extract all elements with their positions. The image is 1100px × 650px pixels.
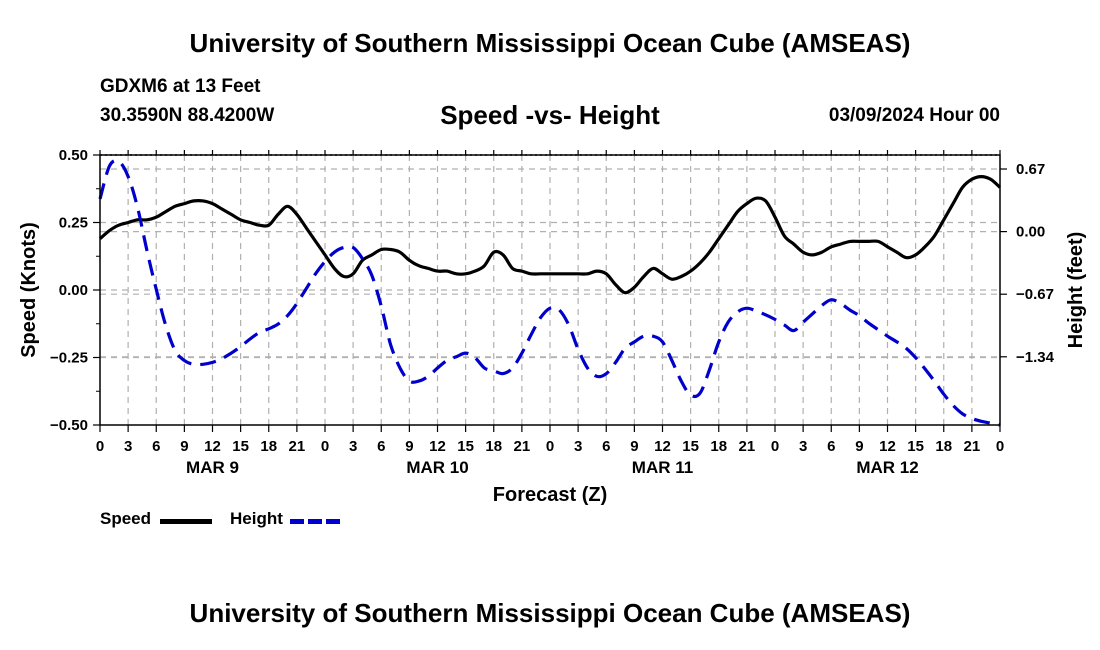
y2-tick-label: 0.00	[1016, 224, 1045, 241]
x-tick-label: 0	[96, 438, 104, 455]
x-tick-label: 0	[996, 438, 1004, 455]
legend-height-swatch	[290, 519, 342, 524]
y-tick-label: 0.25	[59, 215, 88, 232]
x-tick-label: 21	[289, 438, 306, 455]
x-tick-label: 3	[349, 438, 357, 455]
x-tick-label: 18	[485, 438, 502, 455]
x-tick-label: 0	[321, 438, 329, 455]
x-tick-label: 12	[429, 438, 446, 455]
x-tick-label: 18	[935, 438, 952, 455]
x-tick-label: 9	[855, 438, 863, 455]
chart-subtitle: Speed -vs- Height	[440, 100, 660, 130]
x-day-label: MAR 11	[632, 458, 693, 477]
x-tick-label: 21	[514, 438, 531, 455]
x-tick-label: 9	[405, 438, 413, 455]
x-tick-label: 9	[180, 438, 188, 455]
x-tick-label: 15	[682, 438, 699, 455]
station-label: GDXM6 at 13 Feet	[100, 76, 261, 97]
x-tick-label: 3	[799, 438, 807, 455]
chart-main-title: University of Southern Mississippi Ocean…	[189, 28, 911, 58]
x-tick-label: 15	[907, 438, 924, 455]
grid-lines	[100, 155, 1000, 425]
y2-tick-label: 0.67	[1016, 161, 1045, 178]
y-axis-label: Speed (Knots)	[18, 222, 40, 358]
x-tick-label: 21	[964, 438, 981, 455]
axes-ticks-labels: 0 3 6 9 12 15 18 21 0 3 6 9 12 15 18 21 0 3 6 9 12 15 18 21 0 3 6 9…	[50, 147, 1055, 477]
x-tick-label: 0	[771, 438, 779, 455]
x-day-label: MAR 12	[856, 458, 918, 477]
y2-axis-label: Height (feet)	[1065, 232, 1087, 349]
x-tick-label: 12	[654, 438, 671, 455]
x-tick-label: 12	[879, 438, 896, 455]
x-tick-label: 6	[602, 438, 610, 455]
x-tick-label: 6	[152, 438, 160, 455]
x-tick-label: 3	[124, 438, 132, 455]
x-tick-label: 12	[204, 438, 221, 455]
x-axis-label: Forecast (Z)	[493, 484, 607, 506]
height-series-line	[98, 159, 1001, 427]
x-day-label: MAR 9	[186, 458, 239, 477]
forecast-datetime: 03/09/2024 Hour 00	[828, 105, 1000, 126]
legend-speed-label: Speed	[100, 509, 152, 528]
legend-speed-swatch	[160, 519, 212, 524]
series-group	[98, 159, 1002, 427]
x-tick-label: 6	[377, 438, 385, 455]
x-tick-label: 15	[457, 438, 474, 455]
coordinates-label: 30.3590N 88.4200W	[100, 105, 275, 126]
x-day-label: MAR 10	[406, 458, 468, 477]
y2-tick-label: −1.34	[1016, 349, 1055, 366]
y-tick-label: 0.00	[59, 282, 88, 299]
x-tick-label: 0	[546, 438, 554, 455]
legend-height-label: Height	[230, 509, 283, 528]
speed-series-line	[98, 175, 1002, 295]
x-tick-label: 6	[827, 438, 835, 455]
x-tick-label: 9	[630, 438, 638, 455]
x-tick-label: 21	[739, 438, 756, 455]
x-tick-label: 15	[232, 438, 249, 455]
y-tick-label: 0.50	[59, 147, 88, 164]
y-tick-label: −0.25	[50, 350, 88, 367]
y-tick-label: −0.50	[50, 417, 88, 434]
chart-footer-title: University of Southern Mississippi Ocean…	[189, 598, 911, 628]
y2-tick-label: −0.67	[1016, 286, 1054, 303]
x-tick-label: 18	[710, 438, 727, 455]
x-tick-label: 18	[260, 438, 277, 455]
x-tick-label: 3	[574, 438, 582, 455]
